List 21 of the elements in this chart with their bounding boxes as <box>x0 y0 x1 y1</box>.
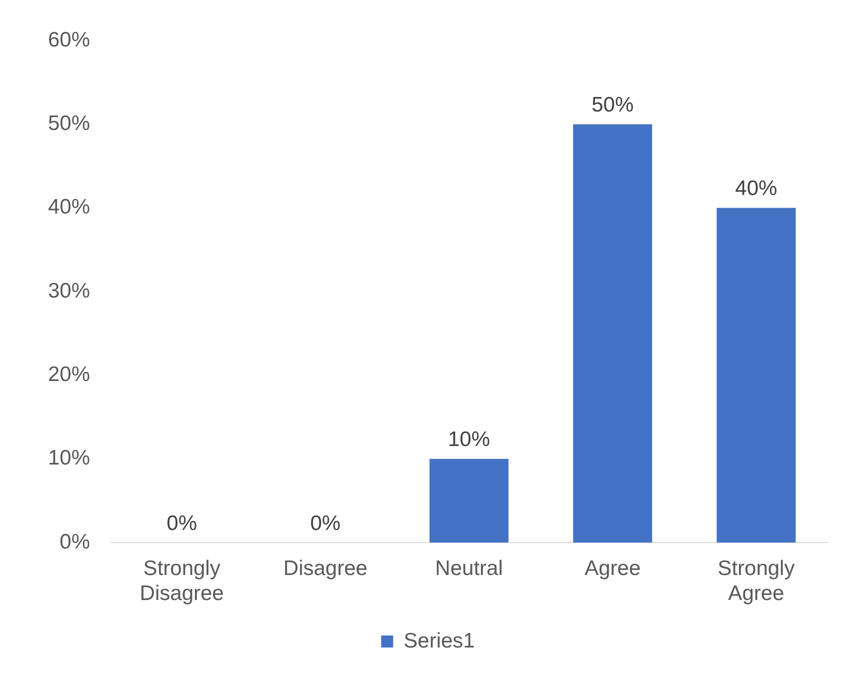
legend-label: Series1 <box>404 629 475 652</box>
bar <box>716 208 796 543</box>
bar <box>430 458 509 543</box>
x-tick-label: Disagree <box>283 556 368 580</box>
y-tick-label: 40% <box>48 196 90 219</box>
y-tick-label: 20% <box>48 363 90 386</box>
data-label: 0% <box>166 512 198 535</box>
x-tick-label: Neutral <box>435 556 503 580</box>
data-label: 50% <box>592 94 634 117</box>
x-tick-label: Strongly Agree <box>718 556 796 606</box>
y-tick-label: 0% <box>60 530 90 554</box>
x-tick-label: Agree <box>584 556 641 580</box>
y-tick-label: 50% <box>48 112 90 136</box>
x-tick-label: Strongly Disagree <box>140 556 224 606</box>
y-tick-label: 10% <box>48 446 90 470</box>
data-label: 10% <box>448 428 490 452</box>
data-label: 40% <box>735 177 778 200</box>
data-label: 0% <box>310 512 341 535</box>
bar <box>573 124 652 543</box>
y-tick-label: 60% <box>48 28 90 52</box>
y-tick-label: 30% <box>48 279 90 302</box>
